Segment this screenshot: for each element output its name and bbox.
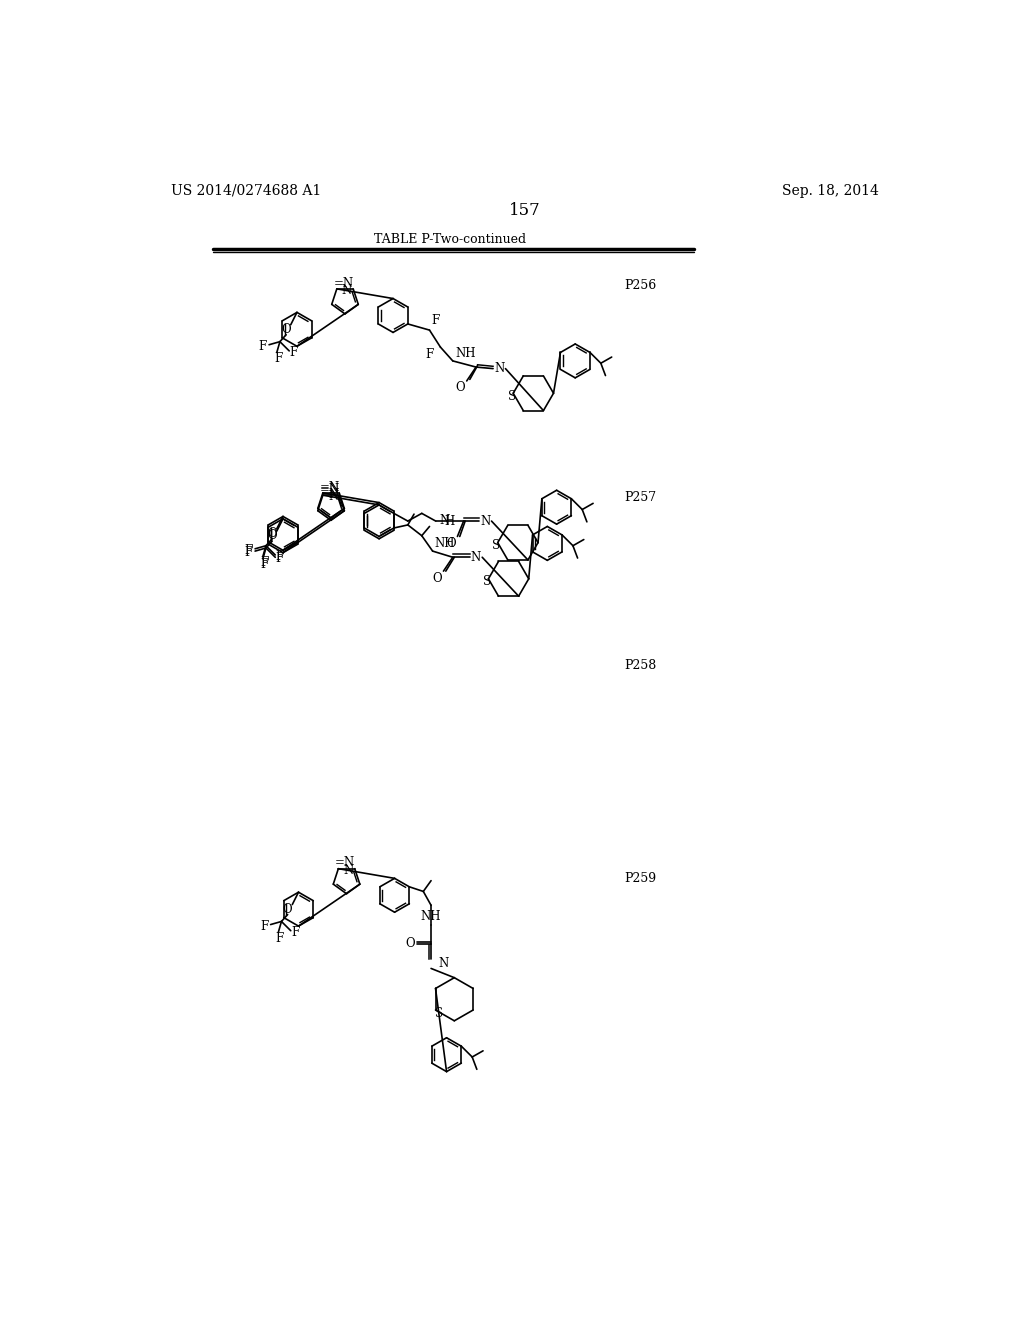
Text: S: S [434,1007,442,1019]
Text: F: F [260,920,268,933]
Text: N: N [343,863,353,876]
Text: O: O [406,937,415,950]
Text: F: F [425,348,433,362]
Text: S: S [508,389,516,403]
Text: F: F [431,314,440,327]
Text: F: F [291,925,300,939]
Text: =N: =N [319,480,340,494]
Text: NH: NH [420,909,440,923]
Text: O: O [282,323,291,335]
Text: =N: =N [335,857,355,870]
Text: N: N [328,490,338,503]
Text: F: F [274,352,283,366]
Text: =N: =N [319,483,340,496]
Text: F: F [245,544,253,557]
Text: P259: P259 [624,871,656,884]
Text: TABLE P-Two-continued: TABLE P-Two-continued [374,232,525,246]
Text: P257: P257 [624,491,656,504]
Text: N: N [328,488,338,502]
Text: N: N [342,284,352,297]
Text: S: S [493,539,501,552]
Text: F: F [245,546,253,560]
Text: H: H [444,515,455,528]
Text: NH: NH [434,537,455,550]
Text: F: F [275,550,284,564]
Text: P258: P258 [624,659,656,672]
Text: F: F [290,346,298,359]
Text: N: N [439,957,450,970]
Text: =N: =N [334,277,353,289]
Text: O: O [456,380,465,393]
Text: O: O [283,903,293,916]
Text: F: F [275,552,284,565]
Text: N: N [495,362,505,375]
Text: F: F [260,558,268,572]
Text: F: F [260,556,268,569]
Text: 157: 157 [509,202,541,219]
Text: O: O [267,529,276,543]
Text: N: N [480,515,490,528]
Text: N: N [471,550,481,564]
Text: O: O [432,572,442,585]
Text: O: O [446,537,456,550]
Text: O: O [267,527,276,540]
Text: Sep. 18, 2014: Sep. 18, 2014 [782,183,879,198]
Text: P256: P256 [624,279,656,292]
Text: F: F [275,932,284,945]
Text: US 2014/0274688 A1: US 2014/0274688 A1 [171,183,321,198]
Text: NH: NH [456,347,476,360]
Text: N: N [440,513,451,527]
Text: S: S [482,576,490,589]
Text: F: F [259,339,267,352]
